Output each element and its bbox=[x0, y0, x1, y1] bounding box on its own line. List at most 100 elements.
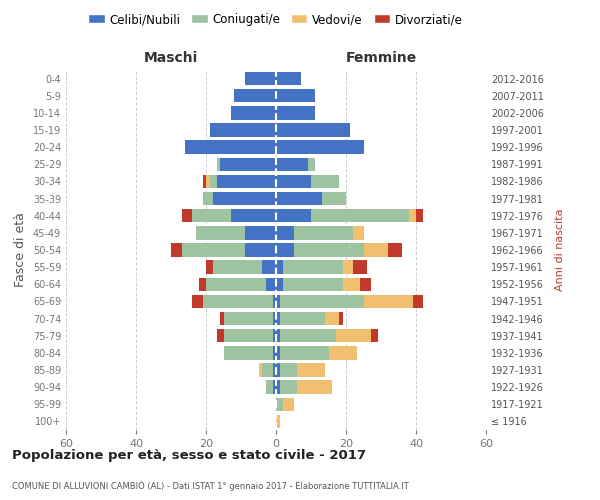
Bar bbox=[245, 226, 276, 239]
Bar bbox=[413, 294, 423, 308]
Bar bbox=[276, 398, 283, 411]
Bar bbox=[192, 294, 203, 308]
Bar bbox=[262, 260, 276, 274]
Bar bbox=[276, 106, 314, 120]
Bar bbox=[280, 294, 364, 308]
Bar bbox=[220, 312, 223, 326]
Bar bbox=[206, 260, 213, 274]
Bar bbox=[276, 312, 280, 326]
Bar bbox=[364, 294, 413, 308]
Bar bbox=[311, 209, 409, 222]
Bar bbox=[280, 364, 297, 376]
Bar bbox=[209, 174, 217, 188]
Bar bbox=[245, 244, 276, 256]
Bar bbox=[343, 260, 353, 274]
Y-axis label: Fasce di età: Fasce di età bbox=[14, 212, 27, 288]
Bar bbox=[203, 294, 272, 308]
Bar bbox=[388, 244, 402, 256]
Bar bbox=[276, 346, 280, 360]
Bar bbox=[276, 209, 311, 222]
Bar bbox=[223, 329, 272, 342]
Bar bbox=[213, 260, 262, 274]
Bar bbox=[276, 294, 280, 308]
Bar bbox=[335, 329, 371, 342]
Bar bbox=[230, 209, 276, 222]
Bar bbox=[272, 329, 276, 342]
Bar bbox=[276, 278, 283, 291]
Bar bbox=[276, 329, 280, 342]
Bar bbox=[203, 174, 206, 188]
Bar bbox=[276, 364, 280, 376]
Bar bbox=[308, 158, 314, 171]
Bar bbox=[276, 192, 322, 205]
Bar bbox=[339, 312, 343, 326]
Bar bbox=[276, 174, 311, 188]
Bar bbox=[206, 278, 265, 291]
Bar bbox=[192, 209, 230, 222]
Bar bbox=[276, 260, 283, 274]
Bar bbox=[196, 226, 245, 239]
Bar bbox=[272, 312, 276, 326]
Bar bbox=[272, 380, 276, 394]
Bar bbox=[171, 244, 182, 256]
Bar bbox=[353, 226, 364, 239]
Text: COMUNE DI ALLUVIONI CAMBIÒ (AL) - Dati ISTAT 1° gennaio 2017 - Elaborazione TUTT: COMUNE DI ALLUVIONI CAMBIÒ (AL) - Dati I… bbox=[12, 480, 409, 491]
Bar bbox=[280, 380, 297, 394]
Bar bbox=[185, 140, 276, 154]
Bar bbox=[311, 174, 339, 188]
Y-axis label: Anni di nascita: Anni di nascita bbox=[555, 209, 565, 291]
Bar bbox=[259, 364, 262, 376]
Bar bbox=[245, 72, 276, 86]
Bar bbox=[262, 364, 272, 376]
Bar bbox=[272, 294, 276, 308]
Bar bbox=[276, 414, 280, 428]
Bar bbox=[409, 209, 416, 222]
Bar bbox=[276, 380, 280, 394]
Bar bbox=[203, 192, 213, 205]
Bar bbox=[325, 312, 339, 326]
Legend: Celibi/Nubili, Coniugati/e, Vedovi/e, Divorziati/e: Celibi/Nubili, Coniugati/e, Vedovi/e, Di… bbox=[85, 8, 467, 31]
Bar bbox=[223, 312, 272, 326]
Bar bbox=[280, 329, 335, 342]
Bar bbox=[329, 346, 356, 360]
Bar bbox=[353, 260, 367, 274]
Bar bbox=[234, 89, 276, 102]
Bar bbox=[265, 380, 272, 394]
Bar bbox=[293, 244, 364, 256]
Bar bbox=[265, 278, 276, 291]
Bar bbox=[297, 364, 325, 376]
Bar bbox=[272, 364, 276, 376]
Text: Maschi: Maschi bbox=[144, 51, 198, 65]
Bar bbox=[371, 329, 377, 342]
Bar bbox=[280, 312, 325, 326]
Bar bbox=[217, 329, 223, 342]
Text: Femmine: Femmine bbox=[346, 51, 416, 65]
Bar bbox=[230, 106, 276, 120]
Bar bbox=[217, 158, 220, 171]
Bar bbox=[276, 89, 314, 102]
Bar bbox=[182, 209, 192, 222]
Bar bbox=[213, 192, 276, 205]
Text: Popolazione per età, sesso e stato civile - 2017: Popolazione per età, sesso e stato civil… bbox=[12, 450, 366, 462]
Bar bbox=[322, 192, 346, 205]
Bar bbox=[206, 174, 209, 188]
Bar bbox=[293, 226, 353, 239]
Bar bbox=[199, 278, 206, 291]
Bar bbox=[364, 244, 388, 256]
Bar bbox=[276, 124, 349, 136]
Bar bbox=[220, 158, 276, 171]
Bar bbox=[280, 346, 329, 360]
Bar bbox=[217, 174, 276, 188]
Bar bbox=[276, 244, 293, 256]
Bar bbox=[416, 209, 423, 222]
Bar bbox=[283, 260, 343, 274]
Bar bbox=[272, 346, 276, 360]
Bar bbox=[343, 278, 360, 291]
Bar bbox=[276, 72, 301, 86]
Bar bbox=[276, 140, 364, 154]
Bar bbox=[283, 398, 293, 411]
Bar bbox=[297, 380, 332, 394]
Bar bbox=[209, 124, 276, 136]
Bar bbox=[276, 226, 293, 239]
Bar bbox=[276, 158, 308, 171]
